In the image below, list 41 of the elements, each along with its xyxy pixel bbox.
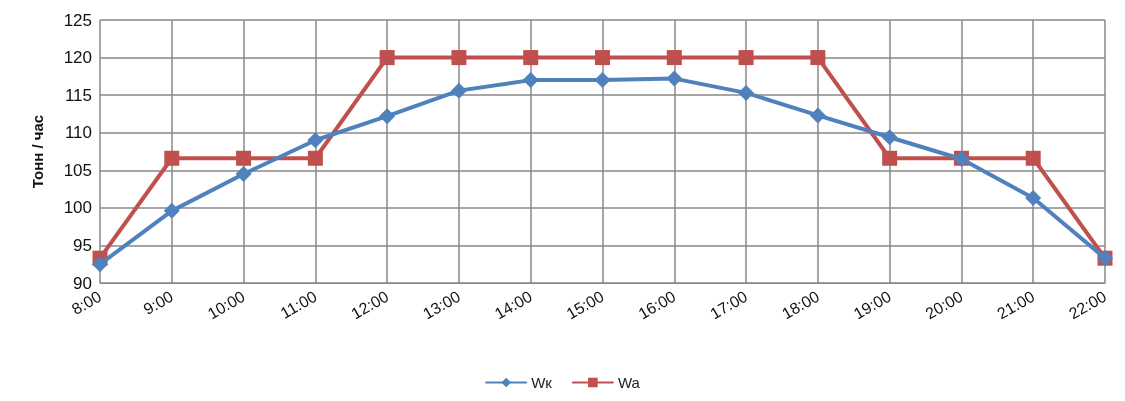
point bbox=[595, 50, 610, 66]
legend-label: Wa bbox=[617, 374, 641, 391]
point bbox=[307, 132, 324, 149]
x-tick-label: 9:00 bbox=[140, 287, 177, 318]
y-tick-label: 90 bbox=[73, 273, 92, 293]
x-tick-label: 17:00 bbox=[707, 287, 751, 323]
y-tick-label: 115 bbox=[64, 85, 92, 105]
x-tick-label: 18:00 bbox=[778, 287, 823, 323]
point bbox=[1025, 150, 1041, 166]
legend-label: Wк bbox=[531, 374, 553, 391]
point bbox=[451, 50, 467, 66]
point bbox=[881, 129, 898, 146]
point bbox=[379, 50, 395, 66]
y-tick-label: 125 bbox=[63, 10, 92, 30]
point bbox=[164, 150, 180, 166]
point bbox=[450, 82, 467, 99]
point bbox=[236, 150, 252, 166]
point bbox=[235, 166, 252, 183]
y-tick-label: 110 bbox=[64, 123, 92, 143]
point bbox=[594, 72, 611, 89]
point bbox=[523, 50, 539, 66]
point bbox=[882, 150, 898, 166]
point bbox=[379, 108, 396, 125]
y-tick-label: 95 bbox=[73, 235, 92, 255]
point bbox=[738, 50, 754, 66]
point bbox=[738, 84, 755, 101]
y-tick-label: 100 bbox=[63, 198, 92, 218]
point bbox=[809, 107, 826, 124]
y-axis-title: Тонн / час bbox=[29, 114, 46, 189]
point bbox=[810, 50, 826, 66]
point bbox=[92, 256, 108, 273]
y-tick-label: 105 bbox=[63, 160, 92, 180]
point bbox=[1025, 190, 1042, 207]
point bbox=[163, 202, 180, 219]
point bbox=[666, 50, 682, 66]
y-tick-label: 120 bbox=[63, 48, 92, 68]
x-tick-label: 22:00 bbox=[1066, 287, 1110, 323]
point bbox=[666, 70, 683, 87]
point bbox=[522, 72, 539, 89]
point bbox=[307, 150, 323, 166]
x-tick-label: 13:00 bbox=[420, 287, 464, 323]
